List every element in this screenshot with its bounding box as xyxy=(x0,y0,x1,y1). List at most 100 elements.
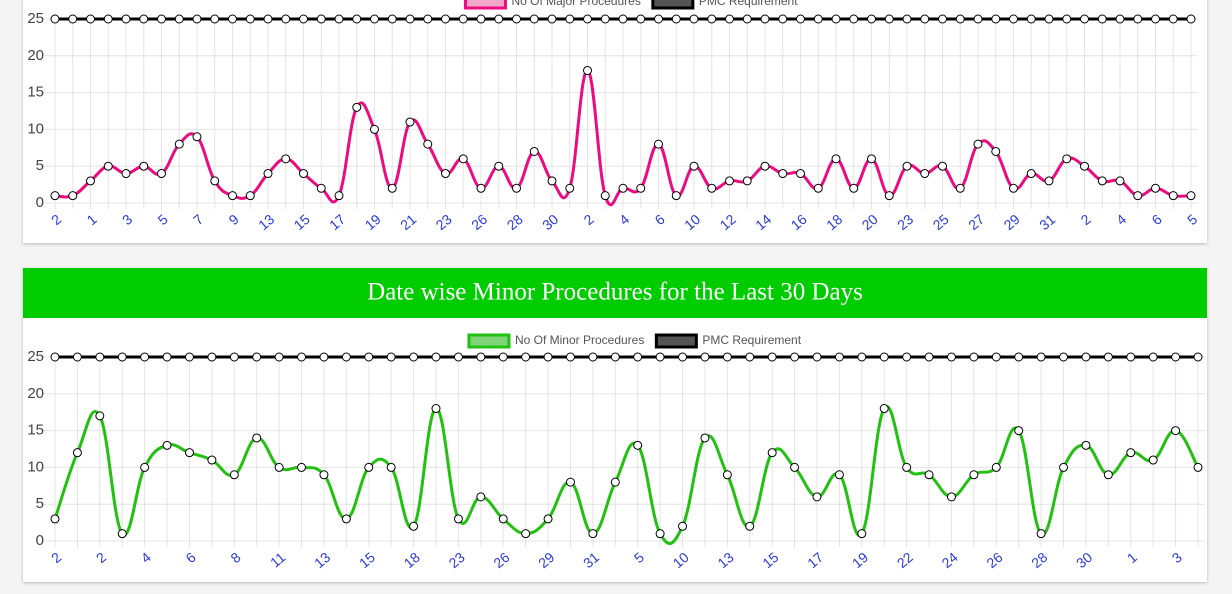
y-tick-label: 0 xyxy=(36,194,44,211)
data-point xyxy=(1026,14,1036,24)
data-point xyxy=(458,154,468,164)
data-point xyxy=(920,14,930,24)
data-point xyxy=(671,191,681,201)
data-point xyxy=(1193,352,1203,362)
data-point xyxy=(973,14,983,24)
data-point xyxy=(938,161,947,171)
data-point xyxy=(867,14,876,24)
data-point xyxy=(139,14,149,24)
data-point xyxy=(1062,14,1072,24)
data-point xyxy=(760,161,770,171)
data-point xyxy=(1186,191,1196,201)
data-point xyxy=(831,14,841,24)
data-point xyxy=(1009,14,1018,24)
data-point xyxy=(969,352,979,362)
data-point xyxy=(162,352,172,362)
data-point xyxy=(512,14,521,24)
data-point xyxy=(229,352,239,362)
data-point xyxy=(297,462,307,472)
legend-swatch xyxy=(654,333,698,349)
data-point xyxy=(157,14,166,24)
data-point xyxy=(857,352,867,362)
data-point xyxy=(274,352,284,362)
data-point xyxy=(476,492,486,502)
data-point xyxy=(498,352,508,362)
data-point xyxy=(341,514,351,524)
data-point xyxy=(991,146,1001,156)
data-point xyxy=(252,352,262,362)
data-point xyxy=(441,169,450,179)
y-tick-label: 25 xyxy=(27,10,44,27)
data-point xyxy=(184,352,194,362)
data-point xyxy=(521,529,531,539)
data-point xyxy=(476,352,486,362)
legend-swatch xyxy=(651,0,695,10)
data-point xyxy=(834,470,844,480)
data-point xyxy=(767,448,777,458)
data-point xyxy=(655,352,665,362)
data-point xyxy=(103,161,113,171)
data-point xyxy=(610,477,620,487)
data-point xyxy=(121,14,131,24)
data-point xyxy=(1059,352,1069,362)
data-point xyxy=(902,161,912,171)
data-point xyxy=(72,448,82,458)
data-point xyxy=(1148,352,1158,362)
data-point xyxy=(678,521,688,531)
data-point xyxy=(387,14,397,24)
data-point xyxy=(229,470,239,480)
data-point xyxy=(274,462,284,472)
data-point xyxy=(790,462,800,472)
data-point xyxy=(884,14,894,24)
data-point xyxy=(973,139,983,149)
data-point xyxy=(834,352,844,362)
data-point xyxy=(50,191,60,201)
data-point xyxy=(423,139,433,149)
data-point xyxy=(140,352,150,362)
data-point xyxy=(600,191,610,201)
data-point xyxy=(1168,14,1178,24)
data-point xyxy=(867,154,876,164)
data-point xyxy=(476,183,486,193)
y-tick-label: 15 xyxy=(27,422,44,439)
data-point xyxy=(745,521,755,531)
data-point xyxy=(1009,183,1018,193)
data-point xyxy=(50,352,60,362)
data-point xyxy=(72,352,82,362)
data-point xyxy=(742,14,752,24)
data-point xyxy=(946,492,956,502)
y-tick-label: 20 xyxy=(27,385,44,402)
card-header xyxy=(23,268,1207,318)
data-point xyxy=(547,14,557,24)
data-point xyxy=(409,521,419,531)
data-point xyxy=(245,191,255,201)
data-point xyxy=(796,14,805,24)
data-point xyxy=(1014,426,1024,436)
data-point xyxy=(405,14,415,24)
data-point xyxy=(969,470,979,480)
data-point xyxy=(700,352,710,362)
data-point xyxy=(796,169,805,179)
data-point xyxy=(655,529,665,539)
data-point xyxy=(1103,352,1113,362)
data-point xyxy=(263,14,273,24)
data-point xyxy=(334,191,344,201)
data-point xyxy=(745,352,755,362)
data-point xyxy=(121,169,131,179)
data-point xyxy=(790,352,800,362)
data-point xyxy=(588,352,598,362)
y-tick-label: 5 xyxy=(36,157,44,174)
data-point xyxy=(299,14,308,24)
data-point xyxy=(760,14,770,24)
data-point xyxy=(902,352,912,362)
data-point xyxy=(192,132,202,142)
data-point xyxy=(86,176,95,186)
data-point xyxy=(583,66,592,76)
data-point xyxy=(1097,14,1107,24)
data-point xyxy=(879,404,889,414)
data-point xyxy=(857,529,867,539)
data-point xyxy=(725,14,734,24)
data-point xyxy=(1080,161,1089,171)
data-point xyxy=(1126,448,1136,458)
